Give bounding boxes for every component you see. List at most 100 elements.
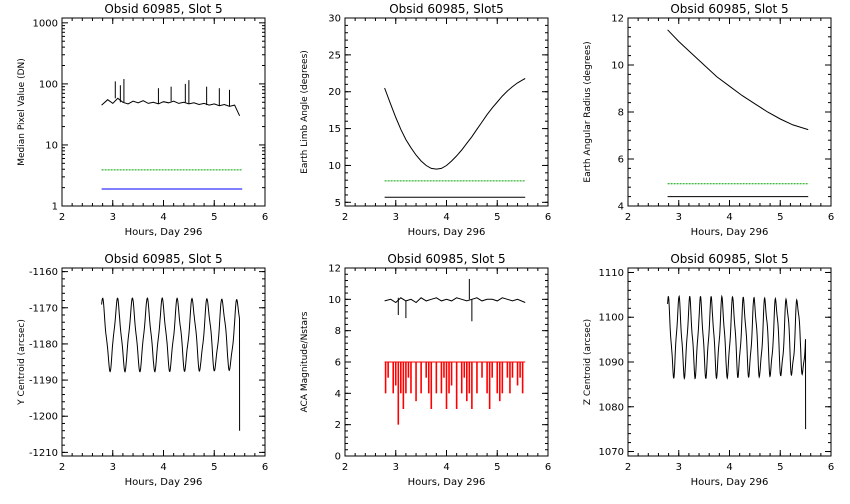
x-tick-label: 2 xyxy=(59,462,65,473)
series-line-1 xyxy=(384,297,526,304)
chart-title: Obsid 60985, Slot 5 xyxy=(387,252,505,266)
chart-panel-6: Obsid 60985, Slot 5 Hours, Day 296 Z Centr… xyxy=(583,252,834,488)
y-tick-label: 10 xyxy=(45,140,58,151)
x-tick-label: 3 xyxy=(393,212,399,223)
y-tick-label: -1180 xyxy=(29,339,58,350)
y-tick-label: -1200 xyxy=(29,412,58,423)
y-tick-label: 10 xyxy=(328,161,341,172)
x-tick-label: 6 xyxy=(828,462,834,473)
y-tick-label: 2 xyxy=(335,420,341,431)
y-tick-label: 6 xyxy=(335,358,341,369)
y-tick-label: -1160 xyxy=(29,267,58,278)
chart-title: Obsid 60985, Slot 5 xyxy=(670,2,788,16)
x-tick-label: 6 xyxy=(262,212,268,223)
x-tick-label: 6 xyxy=(545,212,551,223)
chart-title: Obsid 60985, Slot 5 xyxy=(104,2,222,16)
y-tick-label: 1070 xyxy=(599,447,624,458)
x-tick-label: 3 xyxy=(393,462,399,473)
plot-frame xyxy=(61,17,266,207)
x-tick-label: 4 xyxy=(160,462,166,473)
y-axis-label: Z Centroid (arcsec) xyxy=(583,319,593,405)
x-tick-label: 2 xyxy=(59,212,65,223)
y-tick-label: 100 xyxy=(39,79,58,90)
x-tick-label: 6 xyxy=(262,462,268,473)
chart-panel-1: Obsid 60985, Slot 5 Hours, Day 296 Median … xyxy=(17,2,268,238)
plot-frame xyxy=(61,267,266,457)
x-tick-label: 5 xyxy=(777,212,783,223)
x-axis-label: Hours, Day 296 xyxy=(691,227,769,238)
y-tick-label: 25 xyxy=(328,50,341,61)
x-tick-label: 2 xyxy=(625,462,631,473)
chart-title: Obsid 60985, Slot 5 xyxy=(104,252,222,266)
x-tick-label: 3 xyxy=(676,212,682,223)
y-tick-label: 1 xyxy=(52,202,58,213)
x-axis-label: Hours, Day 296 xyxy=(125,477,203,488)
y-tick-label: 1100 xyxy=(599,313,624,324)
x-tick-label: 5 xyxy=(211,212,217,223)
y-tick-label: 20 xyxy=(328,87,341,98)
series-line-1 xyxy=(667,29,809,131)
y-tick-label: -1210 xyxy=(29,448,58,459)
y-tick-label: 8 xyxy=(618,108,624,119)
y-axis-label: Earth Limb Angle (degrees) xyxy=(300,50,310,174)
x-tick-label: 3 xyxy=(110,212,116,223)
y-tick-label: 6 xyxy=(618,155,624,166)
x-tick-label: 3 xyxy=(110,462,116,473)
y-axis-label: ACA Magnitude/Nstars xyxy=(300,311,310,412)
y-tick-label: 4 xyxy=(335,389,341,400)
y-tick-label: 12 xyxy=(328,264,341,275)
y-tick-label: 1000 xyxy=(33,18,58,29)
plot-frame xyxy=(627,17,832,207)
chart-panel-3: Obsid 60985, Slot 5 Hours, Day 296 Earth A… xyxy=(583,2,834,238)
y-tick-label: 5 xyxy=(335,198,341,209)
x-axis-label: Hours, Day 296 xyxy=(408,477,486,488)
chart-title: Obsid 60985, Slot 5 xyxy=(670,252,788,266)
x-tick-label: 2 xyxy=(625,212,631,223)
x-tick-label: 4 xyxy=(160,212,166,223)
y-tick-label: 1080 xyxy=(599,402,624,413)
y-tick-label: 1090 xyxy=(599,358,624,369)
y-tick-label: 10 xyxy=(328,295,341,306)
y-tick-label: 12 xyxy=(611,14,624,25)
plot-frame xyxy=(344,17,549,207)
series-line-1 xyxy=(101,297,241,431)
y-tick-label: 0 xyxy=(335,452,341,463)
series-line-1 xyxy=(101,97,241,117)
y-axis-label: Y Centroid (arcsec) xyxy=(17,319,27,406)
plot-frame xyxy=(627,267,832,457)
x-tick-label: 5 xyxy=(211,462,217,473)
x-tick-label: 3 xyxy=(676,462,682,473)
y-tick-label: 10 xyxy=(611,61,624,72)
x-tick-label: 2 xyxy=(342,212,348,223)
x-tick-label: 5 xyxy=(494,462,500,473)
x-tick-label: 6 xyxy=(828,212,834,223)
series-line-1 xyxy=(384,78,526,170)
x-tick-label: 2 xyxy=(342,462,348,473)
y-tick-label: -1190 xyxy=(29,376,58,387)
y-tick-label: -1170 xyxy=(29,303,58,314)
chart-panel-4: Obsid 60985, Slot 5 Hours, Day 296 Y Centr… xyxy=(17,252,268,488)
chart-title: Obsid 60985, Slot5 xyxy=(389,2,504,16)
chart-panel-5: Obsid 60985, Slot 5 Hours, Day 296 ACA Mag… xyxy=(300,252,551,488)
x-tick-label: 4 xyxy=(726,462,732,473)
y-axis-label: Median Pixel Value (DN) xyxy=(17,58,27,166)
x-tick-label: 6 xyxy=(545,462,551,473)
x-axis-label: Hours, Day 296 xyxy=(691,477,769,488)
y-tick-label: 15 xyxy=(328,124,341,135)
y-axis-label: Earth Angular Radius (degrees) xyxy=(583,41,593,182)
chart-panel-2: Obsid 60985, Slot5 Hours, Day 296 Earth Li… xyxy=(300,2,551,238)
y-tick-label: 8 xyxy=(335,326,341,337)
x-tick-label: 4 xyxy=(443,212,449,223)
x-tick-label: 4 xyxy=(443,462,449,473)
x-tick-label: 4 xyxy=(726,212,732,223)
x-tick-label: 5 xyxy=(777,462,783,473)
series-line-1 xyxy=(667,294,807,430)
x-axis-label: Hours, Day 296 xyxy=(408,227,486,238)
x-tick-label: 5 xyxy=(494,212,500,223)
y-tick-label: 30 xyxy=(328,14,341,25)
y-tick-label: 4 xyxy=(618,202,624,213)
x-axis-label: Hours, Day 296 xyxy=(125,227,203,238)
y-tick-label: 1110 xyxy=(599,268,624,279)
